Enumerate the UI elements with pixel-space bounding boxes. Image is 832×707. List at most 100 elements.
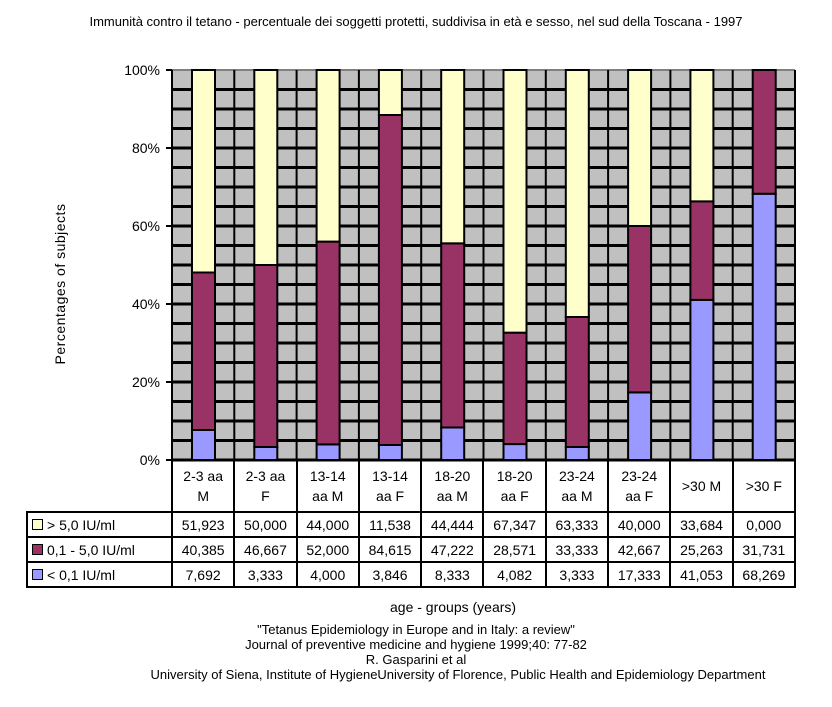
category-label-line: 18-20	[496, 468, 533, 484]
data-value: 47,222	[420, 536, 485, 563]
source-line: University of Siena, Institute of Hygien…	[150, 667, 766, 682]
data-value: 44,000	[295, 511, 360, 538]
category-label-line: F	[261, 488, 270, 504]
category-label-line: 2-3 aa	[183, 468, 223, 484]
data-value: 0,000	[731, 511, 796, 538]
data-value: 84,615	[357, 536, 423, 563]
data-value: 31,731	[731, 536, 796, 563]
bar-segment	[689, 298, 715, 462]
category-label-line: 13-14	[309, 468, 346, 484]
bar-segment	[315, 443, 341, 461]
category-label: 13-14 aa F	[357, 459, 423, 513]
data-value: 67,347	[482, 511, 547, 538]
legend-swatch	[32, 518, 43, 530]
bar-segment	[502, 443, 528, 461]
category-label-line: aa M	[561, 488, 593, 504]
data-value: 3,333	[233, 561, 298, 588]
data-value: 28,571	[482, 536, 547, 563]
legend-swatch	[32, 568, 43, 580]
category-label-line: 23-24	[621, 468, 658, 484]
y-tick-label: 0%	[140, 452, 160, 468]
category-label-line: >30 M	[681, 478, 722, 494]
bar-segment	[689, 69, 715, 203]
data-value: 3,846	[357, 561, 423, 588]
bar-segment	[440, 426, 466, 462]
category-label: 23-24 aa F	[607, 459, 672, 513]
table-corner	[27, 460, 172, 512]
bar-segment	[253, 264, 279, 449]
table-header-row: 2-3 aa M 2-3 aa F 13-14 aa M 13-14 aa F 18-20 aa …	[27, 459, 796, 513]
category-label-line: 13-14	[372, 468, 408, 484]
legend-entry: < 0,1 IU/ml	[26, 561, 173, 588]
category-label: >30 F	[731, 459, 796, 513]
bar-segment	[315, 69, 341, 243]
data-value: 7,692	[170, 561, 236, 588]
category-label: 13-14 aa M	[295, 459, 360, 513]
category-label-line: aa M	[436, 488, 468, 504]
y-tick-label: 20%	[132, 374, 160, 390]
chart-title: Immunità contro il tetano - percentuale …	[89, 14, 743, 29]
category-label: >30 M	[669, 459, 734, 513]
category-label-line: 18-20	[434, 468, 471, 484]
bar-segment	[689, 200, 715, 301]
y-tick-label: 80%	[132, 140, 160, 156]
bar-segment	[502, 331, 528, 446]
bar-segment	[253, 69, 279, 266]
table-row: 0,1 - 5,0 IU/ml 40,385 46,667 52,000 84,615 4…	[26, 536, 796, 563]
source-line: "Tetanus Epidemiology in Europe and in I…	[257, 622, 575, 637]
category-label-line: aa F	[625, 488, 654, 504]
table-row: > 5,0 IU/ml 51,923 50,000 44,000 11,538 44,44…	[26, 511, 796, 538]
legend-label: 0,1 - 5,0 IU/ml	[47, 541, 135, 558]
data-value: 68,269	[731, 561, 796, 588]
data-value: 33,684	[669, 511, 734, 538]
y-tick-label: 40%	[132, 296, 160, 312]
bar-segment	[191, 429, 216, 461]
data-value: 50,000	[233, 511, 298, 538]
bar-segment	[502, 69, 528, 334]
data-value: 40,000	[607, 511, 672, 538]
data-value: 44,444	[420, 511, 485, 538]
bar-segment	[751, 69, 777, 195]
legend-entry: 0,1 - 5,0 IU/ml	[26, 536, 173, 563]
category-label: 18-20 aa M	[420, 459, 485, 513]
bar-segment	[440, 69, 466, 245]
legend-entry: > 5,0 IU/ml	[26, 511, 173, 538]
data-value: 40,385	[170, 536, 236, 563]
data-value: 4,082	[482, 561, 547, 588]
category-label-line: 2-3 aa	[245, 468, 286, 484]
data-value: 25,263	[669, 536, 734, 563]
category-label-line: aa M	[312, 488, 344, 504]
data-value: 4,000	[295, 561, 360, 588]
y-tick-label: 100%	[124, 62, 160, 78]
data-table: 2-3 aa M 2-3 aa F 13-14 aa M 13-14 aa F 18-20 aa …	[26, 459, 796, 588]
bar-segment	[377, 444, 403, 462]
bar-segment	[377, 69, 403, 117]
legend-label: > 5,0 IU/ml	[47, 516, 116, 533]
bar-segment	[627, 391, 653, 462]
legend-label: < 0,1 IU/ml	[47, 566, 116, 583]
category-label-line: aa F	[500, 488, 529, 504]
bar-segment	[627, 225, 653, 394]
y-tick-label: 60%	[132, 218, 160, 234]
data-value: 51,923	[170, 511, 236, 538]
x-axis-label: age - groups (years)	[390, 599, 517, 615]
source-citation: "Tetanus Epidemiology in Europe and in I…	[0, 622, 832, 682]
category-label-line: aa F	[376, 488, 405, 504]
data-value: 63,333	[544, 511, 610, 538]
data-value: 3,333	[544, 561, 610, 588]
bar-segment	[440, 242, 466, 429]
data-value: 52,000	[295, 536, 360, 563]
category-label-line: M	[197, 488, 209, 504]
bar-segment	[191, 271, 216, 432]
category-label-line: >30 F	[745, 478, 782, 494]
data-value: 33,333	[544, 536, 610, 563]
bar-segment	[377, 114, 403, 447]
data-value: 41,053	[669, 561, 734, 588]
data-value: 42,667	[607, 536, 672, 563]
category-label: 2-3 aa F	[233, 459, 298, 513]
bar-segment	[191, 69, 216, 274]
source-line: R. Gasparini et al	[365, 652, 467, 667]
category-label: 23-24 aa M	[544, 459, 610, 513]
table-row: < 0,1 IU/ml 7,692 3,333 4,000 3,846 8,333 4,08…	[26, 561, 796, 588]
bar-segment	[751, 192, 777, 462]
